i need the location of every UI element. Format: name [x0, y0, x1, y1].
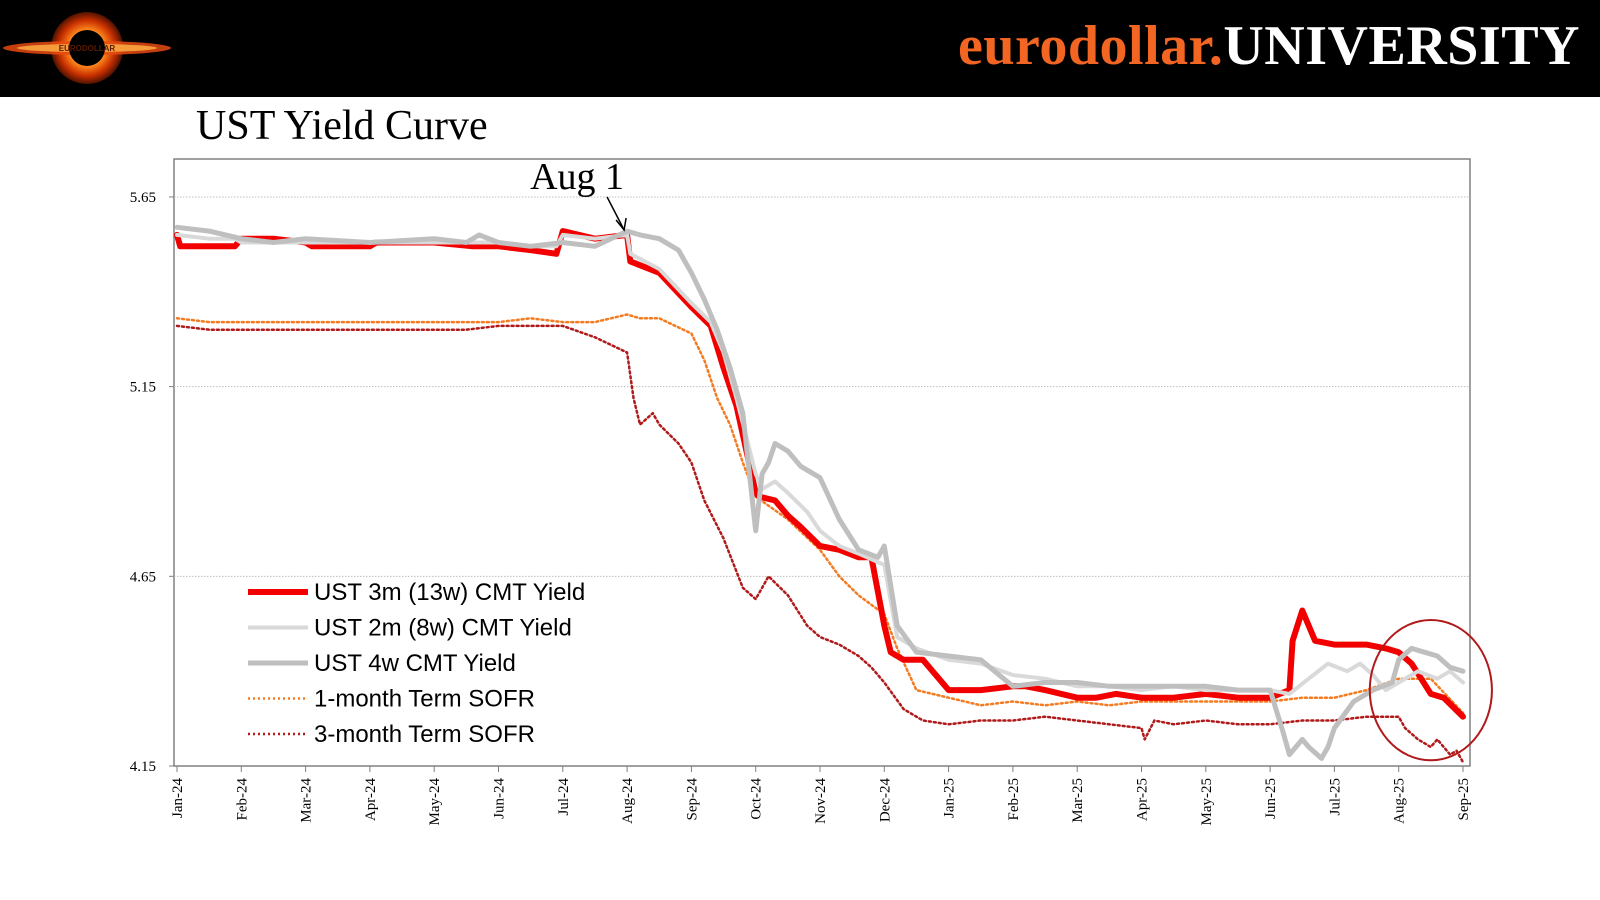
x-tick-label-19: Aug-25 — [1392, 778, 1408, 824]
x-tick-label-2: Mar-24 — [299, 778, 315, 823]
brand-wordmark: eurodollar.UNIVERSITY — [958, 8, 1580, 84]
legend-label-sofr3m: 3-month Term SOFR — [314, 721, 535, 748]
annotation-aug-1: Aug 1 — [530, 156, 624, 198]
x-tick-label-14: Mar-25 — [1070, 778, 1086, 823]
x-tick-label-6: Jul-24 — [556, 778, 572, 816]
series-line-sofr3m — [175, 324, 1465, 764]
x-tick-label-13: Feb-25 — [1006, 778, 1022, 821]
x-tick-label-8: Sep-24 — [684, 778, 700, 821]
plot-area — [173, 158, 1471, 767]
y-tick-label-1: 4.65 — [130, 569, 156, 585]
x-tick-label-9: Oct-24 — [749, 778, 765, 820]
x-tick-label-20: Sep-25 — [1456, 778, 1472, 821]
series-line-ust4w — [174, 224, 1466, 761]
x-tick-label-0: Jan-24 — [170, 778, 186, 818]
x-tick-label-15: Apr-25 — [1135, 778, 1151, 821]
y-tick-label-0: 4.15 — [130, 759, 156, 775]
x-tick-label-4: May-24 — [427, 778, 443, 826]
x-tick-label-10: Nov-24 — [813, 778, 829, 824]
y-tick-label-2: 5.15 — [130, 380, 156, 396]
series-line-ust3m — [174, 228, 1466, 720]
x-tick-label-1: Feb-24 — [234, 778, 250, 821]
brand-part-2: UNIVERSITY — [1223, 15, 1580, 77]
x-tick-label-16: May-25 — [1199, 778, 1215, 826]
annotation-arrow — [606, 196, 624, 229]
x-tick-label-11: Dec-24 — [877, 778, 893, 823]
logo-text: EURODOLLAR — [59, 44, 116, 53]
header-bar: EURODOLLAR eurodollar.UNIVERSITY — [0, 0, 1600, 97]
annotation-arrowhead — [615, 217, 627, 232]
brand-part-1: eurodollar. — [958, 15, 1224, 77]
highlight-ellipse — [1368, 618, 1493, 762]
y-tick-label-3: 5.65 — [130, 190, 156, 206]
x-tick-label-17: Jun-25 — [1263, 778, 1279, 819]
x-tick-label-7: Aug-24 — [620, 778, 636, 824]
eurodollar-logo-icon: EURODOLLAR — [0, 0, 174, 97]
x-tick-label-18: Jul-25 — [1327, 778, 1343, 816]
legend-label-ust2m: UST 2m (8w) CMT Yield — [314, 615, 572, 642]
x-tick-label-3: Apr-24 — [363, 778, 379, 822]
x-tick-label-5: Jun-24 — [492, 778, 508, 819]
legend-label-ust4w: UST 4w CMT Yield — [314, 650, 516, 677]
chart-title: UST Yield Curve — [196, 103, 488, 149]
legend-label-sofr1m: 1-month Term SOFR — [314, 686, 535, 713]
legend-label-ust3m: UST 3m (13w) CMT Yield — [314, 579, 585, 606]
x-tick-label-12: Jan-25 — [942, 778, 958, 818]
